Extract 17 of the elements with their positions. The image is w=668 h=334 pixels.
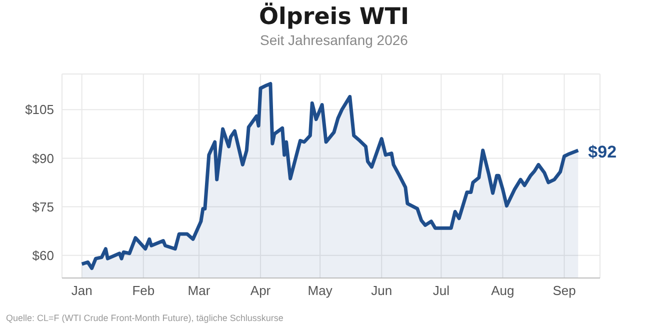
x-tick-label: Mar xyxy=(188,283,211,298)
y-tick-label: $75 xyxy=(32,199,54,214)
x-tick-label: Sep xyxy=(552,283,576,298)
chart-subtitle: Seit Jahresanfang 2026 xyxy=(259,32,409,48)
x-tick-label: Jul xyxy=(432,283,450,298)
chart-title: Ölpreis WTI xyxy=(258,2,410,30)
y-tick-label: $60 xyxy=(32,248,54,263)
x-tick-label: Aug xyxy=(491,283,514,298)
x-tick-label: Feb xyxy=(132,283,155,298)
x-tick-label: Jan xyxy=(71,283,92,298)
y-tick-label: $105 xyxy=(25,102,54,118)
y-tick-label: $90 xyxy=(32,150,54,166)
source-note: Quelle: CL=F (WTI Crude Front-Month Future), tägliche Schlusskurse xyxy=(6,313,284,323)
x-tick-label: May xyxy=(308,283,333,298)
x-tick-label: Jun xyxy=(371,283,392,298)
annotation: $92 xyxy=(588,142,617,162)
x-tick-label: Apr xyxy=(250,283,272,298)
